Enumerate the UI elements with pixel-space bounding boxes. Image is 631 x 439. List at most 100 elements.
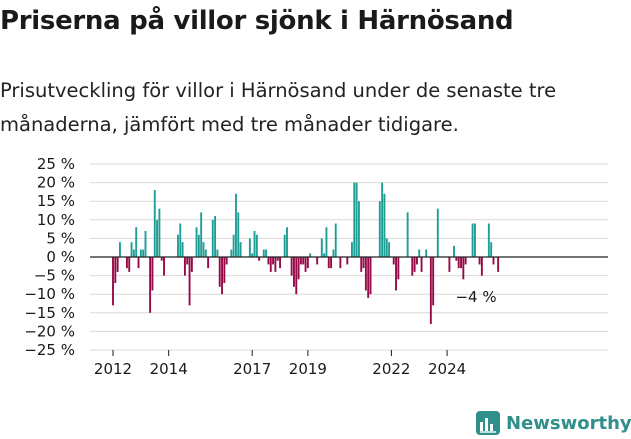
bar [490,242,493,257]
bar [436,208,439,257]
latest-value-label: −4 % [455,288,496,306]
x-tick-label: 2012 [94,360,132,378]
bar [183,257,186,276]
bar [267,257,270,265]
bar [119,242,121,257]
bar [276,257,279,261]
bar [497,257,500,272]
bar [378,201,381,257]
bar [237,212,240,257]
bar [239,242,242,257]
bar [362,257,365,269]
bar [265,249,268,257]
y-tick-label: 25 % [37,155,75,173]
bar [457,257,460,269]
x-tick-label: 2014 [150,360,188,378]
bar [128,257,131,272]
bar [306,257,309,269]
bar [432,257,435,306]
bar [369,257,372,295]
y-tick-label: 15 % [37,192,75,210]
bar [334,223,337,257]
bar [320,238,323,257]
bar [355,182,358,257]
bar [142,249,145,257]
bar [163,257,165,276]
y-tick-label: 0 % [46,248,75,266]
bar [211,219,214,257]
bar [487,223,490,257]
bar [325,227,328,257]
bar [130,242,133,257]
page-title: Priserna på villor sjönk i Härnösand [0,6,514,36]
y-tick-label: −20 % [24,322,75,340]
bar [360,257,363,272]
y-tick-label: 20 % [37,174,75,192]
bar [448,257,451,272]
bar [295,257,298,295]
bar [413,257,416,272]
bar [297,257,300,280]
bar [351,242,353,257]
bar [135,227,138,257]
bar [116,257,119,272]
bar [339,257,342,269]
bar [471,223,474,257]
bar [132,249,135,257]
bar [195,227,198,257]
bar [156,219,159,257]
bar [429,257,432,324]
bar [367,257,370,298]
bar [453,245,455,257]
bar [223,257,226,284]
bar [200,212,203,257]
bar-chart-icon [476,411,500,435]
bar [415,257,418,265]
bar [218,257,221,287]
bar [279,257,281,269]
bar [480,257,483,276]
bar [364,257,367,291]
bar [153,190,156,257]
bar [332,249,335,257]
bar [177,234,179,257]
brand-name: Newsworthy [506,412,631,434]
bar [149,257,152,313]
y-tick-label: −15 % [24,304,75,322]
bar [158,208,161,257]
bar [214,216,217,257]
bar [309,253,312,257]
bar [269,257,272,272]
x-tick-label: 2019 [289,360,327,378]
bar [293,257,295,287]
bar [425,249,428,257]
bar [395,257,397,291]
bar [202,242,205,257]
bar [464,257,467,265]
bar [207,257,210,269]
bar [230,249,233,257]
bar [327,257,330,269]
page-subtitle: Prisutveckling för villor i Härnösand un… [0,79,557,136]
bar [420,257,423,272]
bar [302,257,305,265]
bar [316,257,319,265]
bar [346,257,349,265]
bar [186,257,189,265]
y-tick-label: −10 % [24,285,75,303]
bar [253,230,256,257]
y-tick-label: 10 % [37,211,75,229]
bar [125,257,128,269]
bar [255,234,258,257]
bar [392,257,395,265]
bar [397,257,400,280]
bar [406,212,409,257]
bar [492,257,495,265]
bar [460,257,462,269]
bar [478,257,481,265]
bar [179,223,182,257]
bar [299,257,302,265]
bar [235,193,237,257]
bar [114,257,117,284]
bar-chart: 25 %20 %15 %10 %5 %0 %−5 %−10 %−15 %−20 … [24,155,608,378]
